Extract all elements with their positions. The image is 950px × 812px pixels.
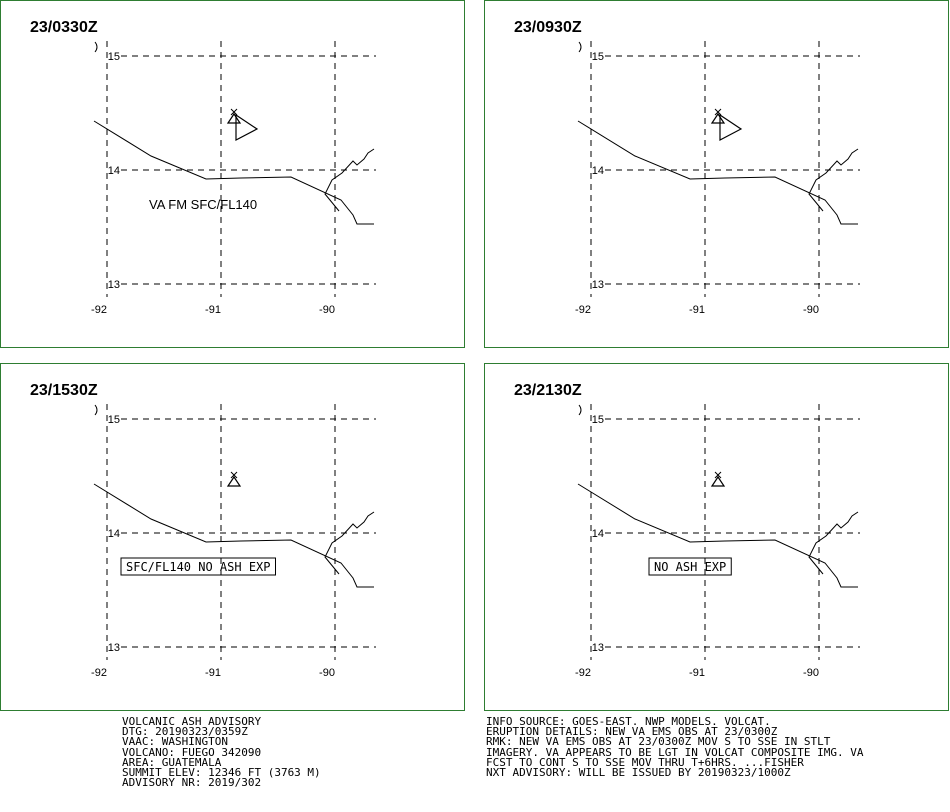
coastline xyxy=(93,120,374,225)
lat-label: 15 xyxy=(108,51,120,63)
forecast-label: VA FM SFC/FL140 xyxy=(149,197,257,212)
lon-label: -91 xyxy=(689,304,705,316)
border-line xyxy=(808,148,859,212)
map-edge-mark xyxy=(578,41,582,53)
panel-time-label: 23/0330Z xyxy=(30,19,98,36)
lon-label: -90 xyxy=(319,667,335,679)
forecast-label-box xyxy=(648,557,732,576)
lat-label: 14 xyxy=(592,528,604,540)
volcano-icon xyxy=(226,108,242,124)
lat-label: 14 xyxy=(592,165,604,177)
advisory-line: INFO SOURCE: GOES-EAST. NWP MODELS. VOLC… xyxy=(486,715,771,728)
lon-label: -91 xyxy=(689,667,705,679)
lat-label: 13 xyxy=(592,279,604,291)
advisory-line: SUMMIT ELEV: 12346 FT (3763 M) xyxy=(122,766,321,780)
coastline xyxy=(577,120,858,225)
advisory-line: IMAGERY. VA APPEARS TO BE LGT IN VOLCAT … xyxy=(486,745,864,759)
border-line xyxy=(324,511,375,575)
advisory-line: DTG: 20190323/0359Z xyxy=(122,725,248,739)
panel-time-label: 23/2130Z xyxy=(514,382,582,399)
ash-cloud-polygon xyxy=(235,113,259,141)
lat-label: 15 xyxy=(108,414,120,426)
lat-label: 15 xyxy=(592,414,604,426)
panel-map: 15 14 13 -92 -91 -90 VA FM SFC/FL140 xyxy=(91,41,376,316)
advisory-line: RMK: NEW VA EMS OBS AT 23/0300Z MOV S TO… xyxy=(486,735,831,749)
map-panel-1: 23/0330Z 15 14 13 -92 -91 -90 VA FM SFC/FL140 xyxy=(0,0,465,348)
advisory-line: ERUPTION DETAILS: NEW VA EMS OBS AT 23/0… xyxy=(486,725,778,739)
map-edge-mark xyxy=(578,404,582,416)
lat-label: 13 xyxy=(108,279,120,291)
panel-time-label: 23/0930Z xyxy=(514,19,582,36)
lat-label: 14 xyxy=(108,528,120,540)
panel-map: 15 14 13 -92 -91 -90 SFC/FL140 NO ASH EXP xyxy=(91,404,376,679)
advisory-remarks-block: INFO SOURCE: GOES-EAST. NWP MODELS. VOLC… xyxy=(486,715,864,780)
advisory-line: VAAC: WASHINGTON xyxy=(122,735,228,749)
lon-label: -92 xyxy=(91,304,107,316)
forecast-label: SFC/FL140 NO ASH EXP xyxy=(126,560,271,574)
advisory-line: NXT ADVISORY: WILL BE ISSUED BY 20190323… xyxy=(486,766,791,780)
lon-label: -90 xyxy=(319,304,335,316)
volcano-icon xyxy=(710,108,726,124)
coastline xyxy=(93,483,374,588)
lat-label: 14 xyxy=(108,165,120,177)
lon-label: -90 xyxy=(803,304,819,316)
advisory-line: VOLCANIC ASH ADVISORY xyxy=(122,715,262,728)
forecast-label-box xyxy=(120,557,276,576)
advisory-line: FCST TO CONT S TO SSE MOV THRU T+6HRS. .… xyxy=(486,755,804,769)
lat-label: 13 xyxy=(592,642,604,654)
lon-label: -92 xyxy=(575,304,591,316)
forecast-label: NO ASH EXP xyxy=(654,560,726,574)
map-panel-3: 23/1530Z 15 14 13 -92 -91 -90 SFC/FL140 NO ASH … xyxy=(0,363,465,711)
panel-time-label: 23/1530Z xyxy=(30,382,98,399)
lon-label: -91 xyxy=(205,667,221,679)
border-line xyxy=(324,148,375,212)
map-edge-mark xyxy=(94,41,98,53)
map-edge-mark xyxy=(94,404,98,416)
volcano-icon xyxy=(710,471,726,487)
advisory-line: VOLCANO: FUEGO 342090 xyxy=(122,745,262,759)
lon-label: -90 xyxy=(803,667,819,679)
lon-label: -92 xyxy=(575,667,591,679)
ash-cloud-polygon xyxy=(719,113,743,141)
panel-map: 15 14 13 -92 -91 -90 NO ASH EXP xyxy=(575,404,860,679)
advisory-line: AREA: GUATEMALA xyxy=(122,755,222,769)
lon-label: -92 xyxy=(91,667,107,679)
lat-label: 13 xyxy=(108,642,120,654)
lon-label: -91 xyxy=(205,304,221,316)
advisory-header-block: VOLCANIC ASH ADVISORY DTG: 20190323/0359Z… xyxy=(122,715,321,790)
advisory-line: ADVISORY NR: 2019/302 xyxy=(122,776,262,790)
lat-label: 15 xyxy=(592,51,604,63)
map-panel-4: 23/2130Z 15 14 13 -92 -91 -90 NO ASH EXP xyxy=(484,363,949,711)
border-line xyxy=(808,511,859,575)
coastline xyxy=(577,483,858,588)
volcano-icon xyxy=(226,471,242,487)
